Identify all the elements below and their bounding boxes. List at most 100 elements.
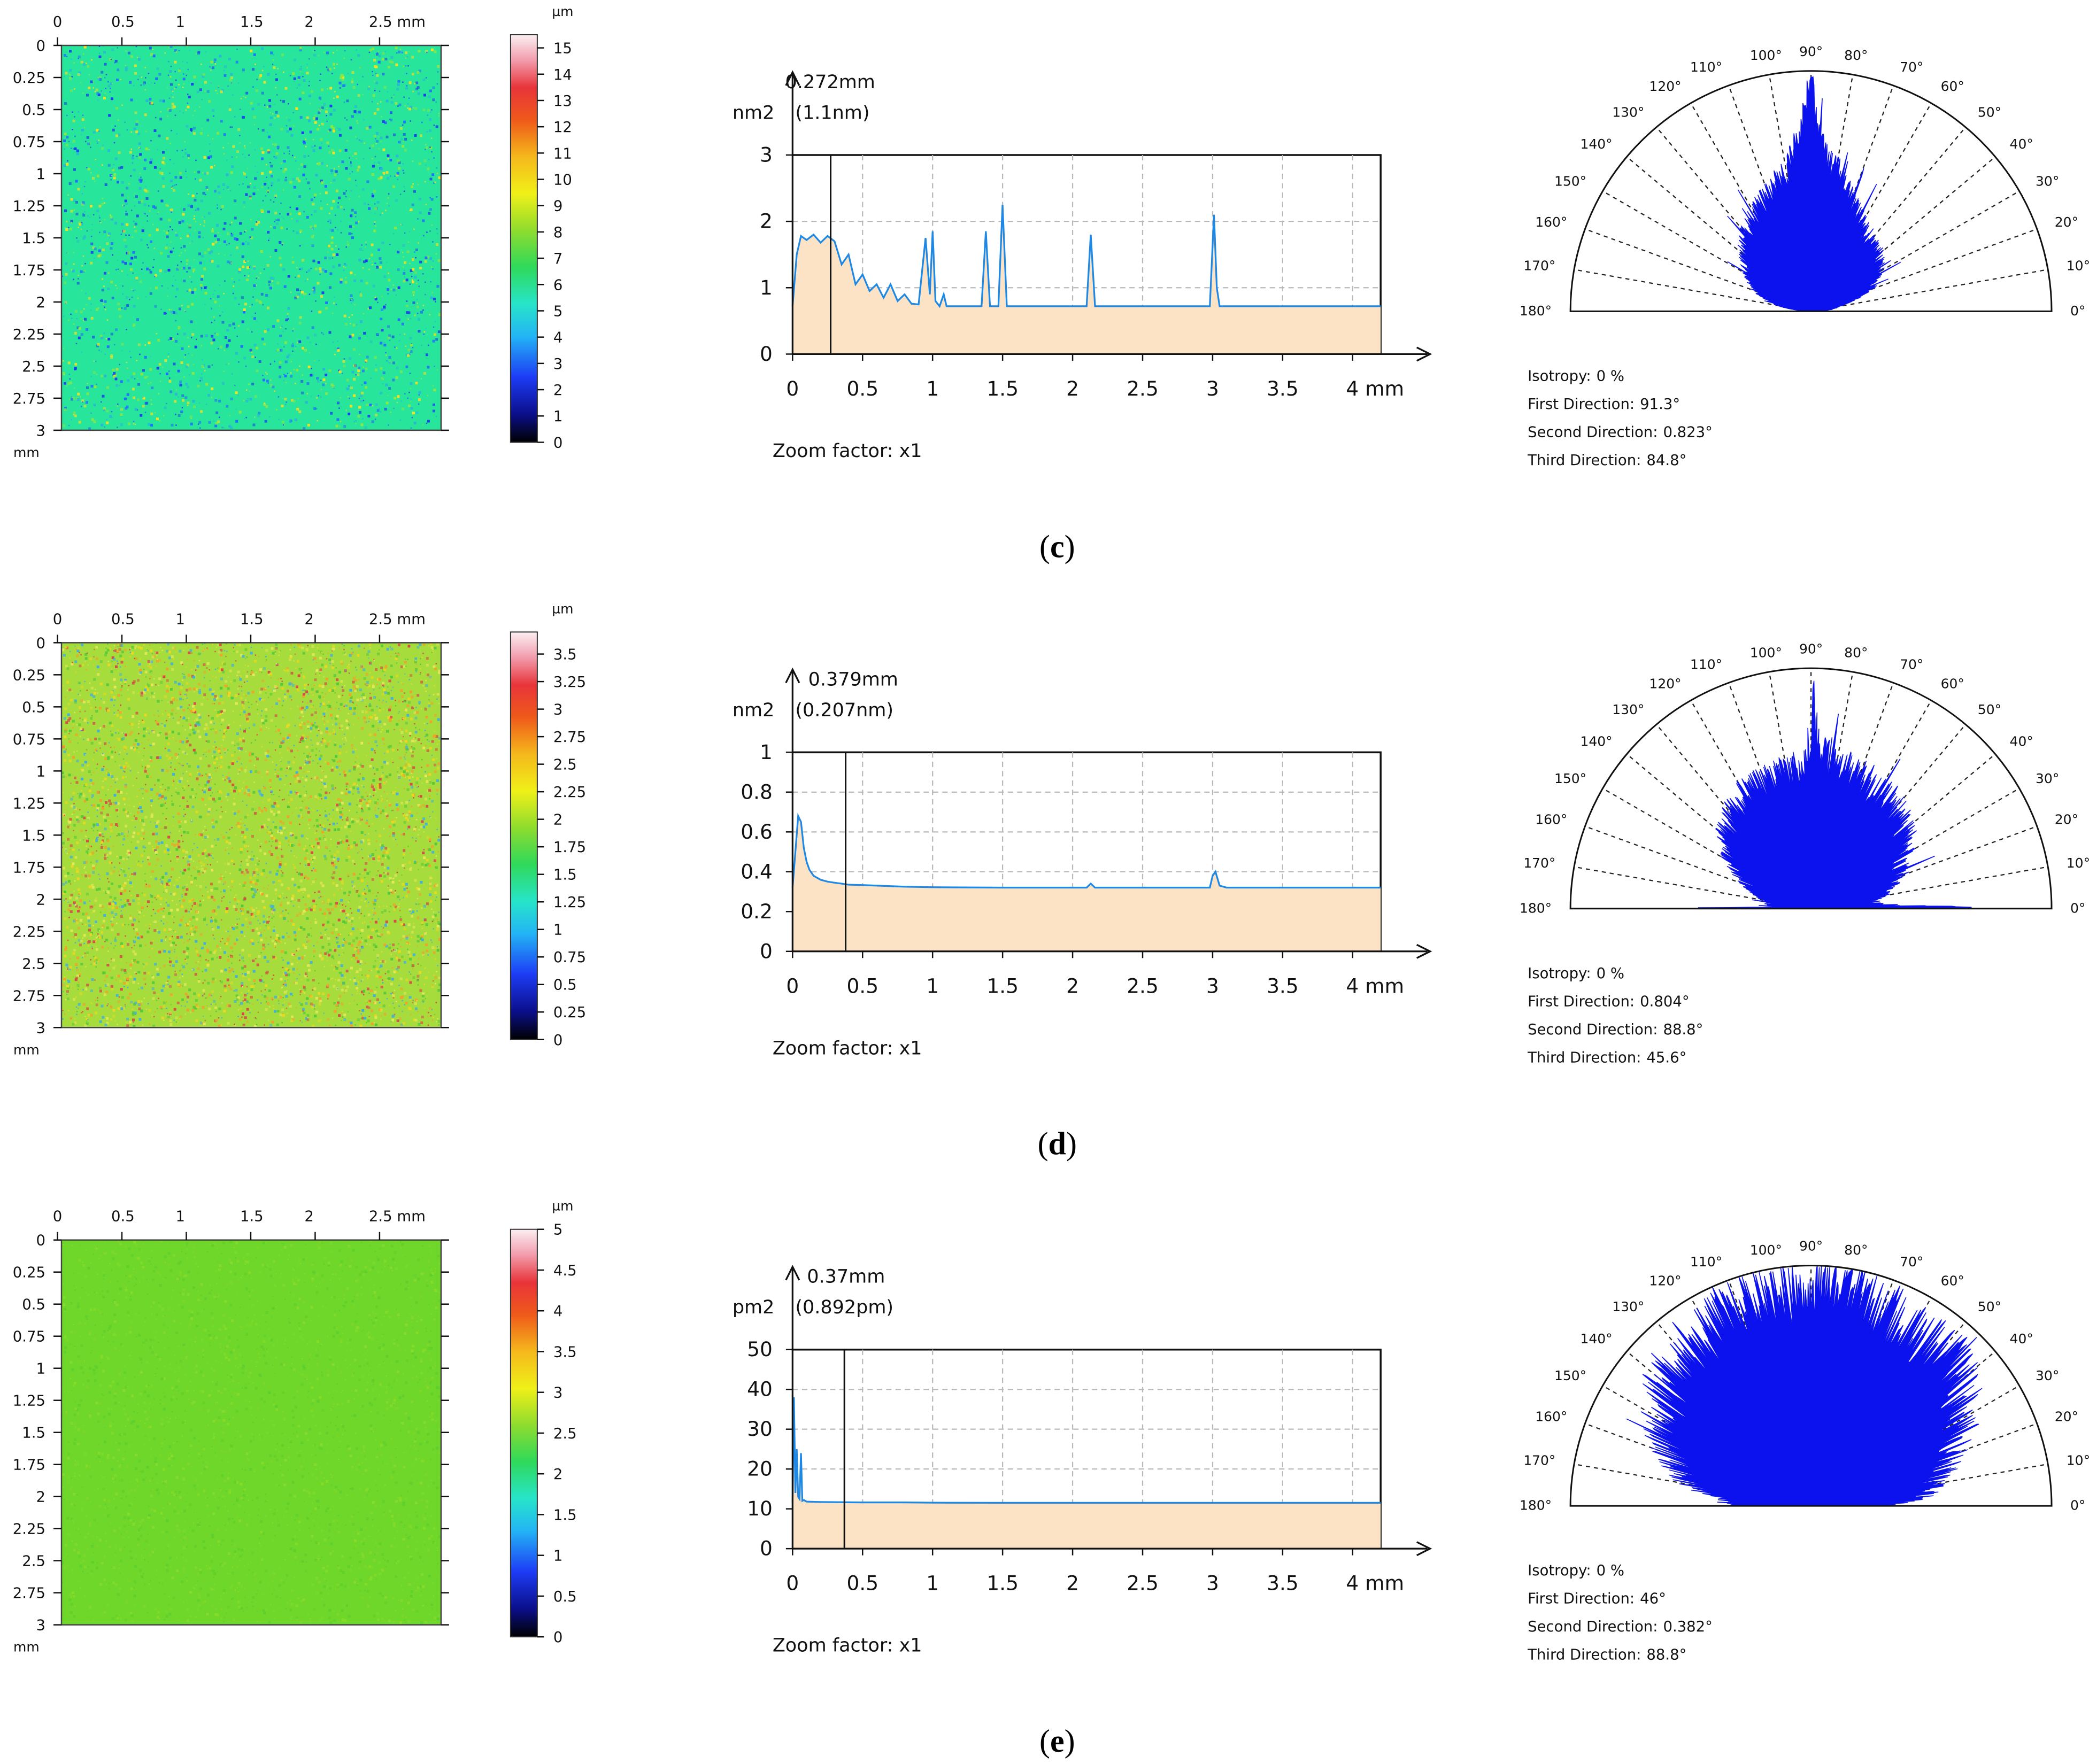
speckle [75,867,78,870]
speckle [188,765,191,768]
speckle [361,946,362,947]
speckle [244,648,247,651]
speckle [282,268,285,271]
speckle [207,248,210,251]
speckle [230,73,233,75]
speckle [314,225,317,227]
speckle [152,224,153,225]
speckle [311,396,312,397]
speckle [373,689,374,690]
speckle [176,1022,177,1023]
speckle [392,378,395,381]
speckle [303,211,304,212]
speckle [178,69,181,72]
speckle [96,92,99,95]
speckle [290,708,291,709]
speckle [179,383,180,384]
speckle [182,872,184,875]
speckle [374,740,377,743]
speckle [323,721,325,722]
speckle [201,335,203,337]
speckle [279,241,281,244]
speckle [84,866,86,867]
speckle [159,168,160,169]
speckle [125,50,126,51]
speckle [106,421,109,424]
speckle [175,424,176,425]
speckle [333,342,334,343]
speckle [174,184,175,185]
speckle [106,242,109,245]
speckle [427,114,428,115]
speckle [228,780,231,783]
speckle [354,274,356,275]
speckle [104,63,106,66]
speckle [166,235,169,238]
speckle [105,309,106,310]
speckle [157,909,160,912]
speckle [194,702,196,705]
speckle [161,841,164,844]
speckle [178,1022,179,1023]
speckle [295,348,296,349]
speckle [379,700,380,701]
speckle [294,845,295,846]
speckle [77,793,78,794]
speckle [220,120,223,122]
speckle [139,354,140,355]
speckle [301,979,302,980]
speckle [292,261,295,264]
speckle [107,1003,109,1004]
speckle [201,289,202,290]
heightmap-y-tick-label: 1.75 [13,262,45,279]
speckle [105,88,106,89]
speckle [166,754,168,757]
speckle [81,769,84,771]
speckle [106,814,109,816]
speckle [201,948,202,949]
speckle [330,169,333,172]
speckle [122,230,125,233]
speckle [261,826,264,829]
speckle [161,700,163,701]
speckle [107,84,110,87]
speckle [185,168,186,169]
speckle [341,232,342,233]
speckle [357,84,358,85]
speckle [191,333,194,336]
speckle [327,937,330,940]
speckle [261,47,264,50]
speckle [251,851,252,852]
speckle [308,366,311,368]
speckle [102,289,104,291]
speckle [365,246,366,247]
speckle [327,908,330,911]
speckle [160,252,163,254]
speckle [139,75,140,76]
speckle [127,814,128,815]
speckle [161,876,164,879]
speckle [141,829,144,831]
speckle [227,233,229,235]
polar-stat: First Direction:91.3° [1528,396,1680,413]
speckle [201,64,202,65]
speckle [398,104,401,106]
speckle [279,790,280,791]
speckle [386,261,387,262]
speckle [97,997,98,999]
speckle [395,47,398,49]
heightmap-x-tick-label: 1.5 [240,13,264,30]
speckle [431,845,434,848]
speckle [183,942,184,943]
speckle [223,70,225,71]
speckle [258,790,261,793]
speckle [396,288,397,289]
speckle [281,1009,284,1011]
speckle [417,86,420,89]
speckle [174,681,177,684]
speckle [144,344,145,345]
speckle [422,826,425,829]
speckle [417,910,418,911]
speckle [250,236,251,237]
speckle [240,109,241,110]
